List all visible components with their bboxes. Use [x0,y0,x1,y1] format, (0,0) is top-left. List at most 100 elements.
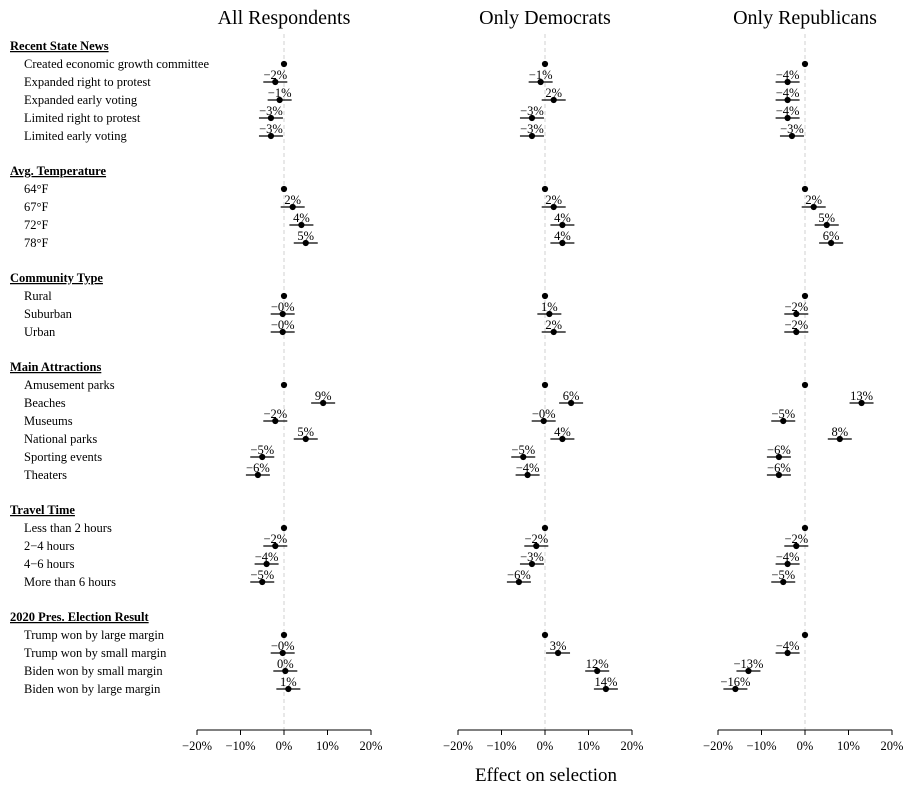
data-label: −4% [776,68,800,82]
estimate-point [280,292,288,300]
estimate-point [801,292,809,300]
row-label: More than 6 hours [24,575,116,589]
row-label: Museums [24,414,73,428]
estimate-point [272,78,279,86]
estimate-point [801,381,809,389]
estimate-point [541,60,549,68]
x-axis-label: Effect on selection [475,765,618,785]
data-label: −5% [250,568,274,582]
data-label: −13% [733,657,763,671]
data-label: 4% [554,211,571,225]
estimate-point [524,471,531,479]
data-label: 2% [284,193,301,207]
x-tick-label: −10% [226,739,256,753]
section-heading: Community Type [10,271,103,285]
estimate-point [272,542,279,550]
estimate-point [828,239,835,247]
estimate-point [784,96,791,104]
estimate-point [515,578,523,586]
data-label: 4% [554,425,571,439]
panel-title: Only Democrats [479,7,611,29]
estimate-point [279,328,286,336]
estimate-point [858,399,865,407]
data-label: −2% [263,407,287,421]
estimate-point [602,685,610,693]
data-label: 2% [805,193,822,207]
estimate-point [784,649,791,657]
section-heading: Recent State News [10,39,109,53]
estimate-point [784,114,791,122]
estimate-point [732,685,739,693]
x-tick-label: 0% [797,739,814,753]
row-label: Urban [24,325,56,339]
x-tick-label: 10% [837,739,860,753]
estimate-point [780,578,787,586]
estimate-point [559,435,566,443]
estimate-point [541,185,549,193]
data-label: 8% [831,425,848,439]
data-label: 4% [554,229,571,243]
estimate-point [780,417,787,425]
data-label: −3% [520,122,544,136]
data-label: −1% [268,86,292,100]
estimate-point [801,524,809,532]
row-label: Expanded early voting [24,93,138,107]
estimate-point [810,203,817,211]
estimate-point [550,328,557,336]
data-label: −4% [776,639,800,653]
estimate-point [745,667,752,675]
estimate-point [320,399,327,407]
data-label: 13% [850,389,873,403]
data-label: −0% [271,318,295,332]
section-heading: Main Attractions [10,360,101,374]
row-label: Expanded right to protest [24,75,151,89]
estimate-point [267,114,275,122]
x-tick-label: −20% [443,739,473,753]
x-tick-label: −10% [747,739,777,753]
data-label: 6% [563,389,580,403]
estimate-point [528,560,536,568]
data-label: 5% [297,425,314,439]
data-label: −0% [271,639,295,653]
estimate-point [280,524,288,532]
data-label: 2% [545,86,562,100]
row-label: 4−6 hours [24,557,75,571]
estimate-point [533,542,540,550]
estimate-point [793,542,800,550]
data-label: −16% [720,675,750,689]
estimate-point [784,78,791,86]
estimate-point [282,667,289,675]
data-label: −2% [263,532,287,546]
data-label: 1% [541,300,558,314]
estimate-point [302,239,309,247]
data-label: −6% [767,461,791,475]
data-label: 5% [297,229,314,243]
x-tick-label: 0% [537,739,554,753]
row-label: 72°F [24,218,48,232]
data-label: −6% [767,443,791,457]
estimate-point [541,631,549,639]
data-label: −3% [259,104,283,118]
estimate-point [259,578,266,586]
data-label: 2% [545,318,562,332]
estimate-point [280,631,288,639]
estimate-point [263,560,270,568]
data-label: −5% [771,568,795,582]
data-label: 1% [280,675,297,689]
data-label: −5% [771,407,795,421]
data-label: −6% [246,461,270,475]
estimate-point [554,649,562,657]
estimate-point [520,453,527,461]
estimate-point [285,685,292,693]
estimate-point [254,471,261,479]
data-label: 3% [550,639,567,653]
row-label: Biden won by small margin [24,664,163,678]
estimate-point [298,221,305,229]
estimate-point [541,524,549,532]
data-label: −4% [776,550,800,564]
estimate-point [540,417,547,425]
x-tick-label: 20% [621,739,644,753]
estimate-point [559,239,566,247]
row-label: Created economic growth committee [24,57,209,71]
estimate-point [775,453,783,461]
